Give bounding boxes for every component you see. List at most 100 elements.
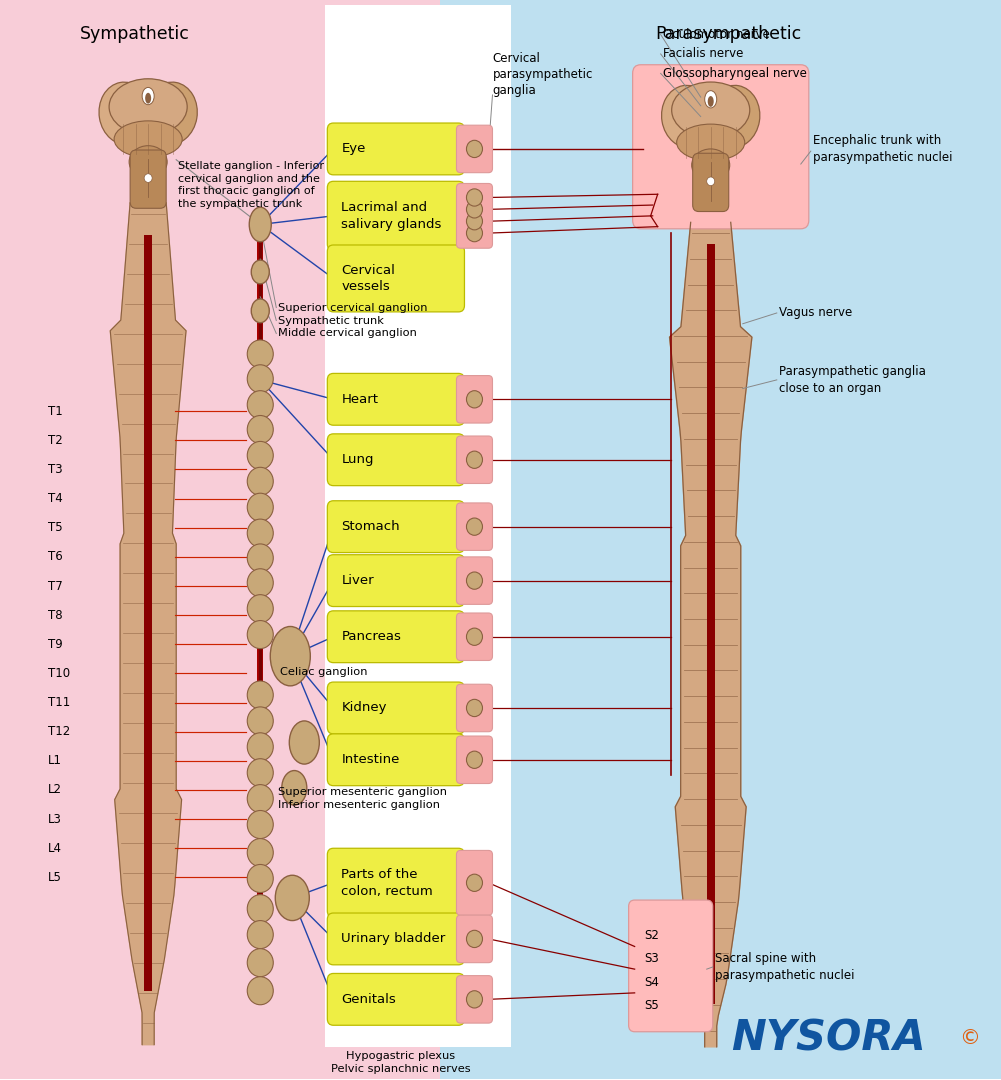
Text: Superior mesenteric ganglion: Superior mesenteric ganglion — [278, 787, 447, 797]
FancyBboxPatch shape — [327, 848, 464, 917]
Text: S3: S3 — [645, 951, 660, 964]
Circle shape — [247, 340, 273, 368]
Text: Sympathetic: Sympathetic — [80, 25, 190, 43]
Circle shape — [247, 948, 273, 976]
Circle shape — [247, 468, 273, 496]
Text: Cervical
parasympathetic
ganglia: Cervical parasympathetic ganglia — [492, 52, 593, 97]
Ellipse shape — [114, 121, 182, 158]
Text: NYSORA: NYSORA — [731, 1017, 925, 1059]
Text: Oculomotor nerve: Oculomotor nerve — [663, 28, 770, 41]
Circle shape — [247, 416, 273, 444]
Text: Intestine: Intestine — [341, 753, 399, 767]
Circle shape — [247, 365, 273, 393]
Ellipse shape — [662, 85, 714, 148]
FancyBboxPatch shape — [456, 184, 492, 248]
Text: T11: T11 — [48, 697, 70, 710]
Circle shape — [466, 518, 482, 536]
Circle shape — [247, 519, 273, 548]
Text: Celiac ganglion: Celiac ganglion — [280, 667, 367, 677]
Ellipse shape — [142, 87, 154, 105]
Text: Eye: Eye — [341, 143, 365, 156]
Bar — [144, 235, 152, 990]
Text: Lung: Lung — [341, 454, 373, 467]
Ellipse shape — [672, 82, 750, 138]
Circle shape — [466, 930, 482, 947]
Circle shape — [466, 572, 482, 590]
Text: Heart: Heart — [341, 393, 378, 406]
FancyBboxPatch shape — [327, 181, 464, 251]
Ellipse shape — [251, 260, 269, 284]
Circle shape — [247, 864, 273, 892]
Text: Cervical
vessels: Cervical vessels — [341, 264, 395, 293]
Circle shape — [247, 494, 273, 522]
Text: ©: © — [959, 1028, 980, 1049]
Ellipse shape — [275, 875, 309, 920]
Ellipse shape — [708, 96, 714, 107]
Ellipse shape — [708, 85, 760, 148]
Circle shape — [247, 976, 273, 1004]
Text: Urinary bladder: Urinary bladder — [341, 932, 445, 945]
Text: Stellate ganglion - Inferior
cervical ganglion and the
first thoracic ganglion o: Stellate ganglion - Inferior cervical ga… — [178, 161, 324, 210]
FancyBboxPatch shape — [327, 123, 464, 175]
Text: Vagus nerve: Vagus nerve — [779, 307, 852, 320]
Text: Lacrimal and
salivary glands: Lacrimal and salivary glands — [341, 201, 441, 231]
Circle shape — [247, 442, 273, 470]
Circle shape — [247, 595, 273, 623]
Text: L4: L4 — [48, 841, 62, 854]
Ellipse shape — [677, 124, 745, 161]
Bar — [325, 5, 511, 1047]
Ellipse shape — [99, 82, 151, 145]
Circle shape — [247, 758, 273, 786]
Circle shape — [466, 700, 482, 717]
Text: Parasympathetic ganglia
close to an organ: Parasympathetic ganglia close to an orga… — [779, 365, 926, 395]
FancyBboxPatch shape — [327, 501, 464, 553]
Text: Kidney: Kidney — [341, 702, 386, 715]
Polygon shape — [110, 203, 186, 1044]
Circle shape — [247, 920, 273, 948]
Text: L2: L2 — [48, 783, 62, 796]
Text: T9: T9 — [48, 638, 63, 651]
Bar — [257, 227, 263, 1001]
Circle shape — [247, 838, 273, 866]
FancyBboxPatch shape — [456, 737, 492, 783]
Circle shape — [466, 451, 482, 469]
Circle shape — [247, 733, 273, 760]
FancyBboxPatch shape — [456, 850, 492, 915]
Circle shape — [247, 681, 273, 710]
Text: Encephalic trunk with
parasympathetic nuclei: Encephalic trunk with parasympathetic nu… — [813, 134, 952, 164]
Text: Parasympathetic: Parasympathetic — [656, 25, 802, 43]
Ellipse shape — [251, 299, 269, 323]
Text: L1: L1 — [48, 754, 62, 768]
FancyBboxPatch shape — [693, 153, 729, 212]
Text: Genitals: Genitals — [341, 993, 396, 1005]
Ellipse shape — [282, 770, 306, 805]
Circle shape — [466, 874, 482, 891]
Circle shape — [247, 707, 273, 735]
Circle shape — [466, 213, 482, 230]
FancyBboxPatch shape — [456, 125, 492, 173]
Text: Pancreas: Pancreas — [341, 631, 401, 644]
Circle shape — [247, 810, 273, 838]
Bar — [0, 0, 440, 1079]
Text: Sympathetic trunk: Sympathetic trunk — [278, 315, 384, 325]
Polygon shape — [670, 222, 752, 1047]
Circle shape — [247, 569, 273, 597]
Circle shape — [144, 174, 152, 183]
Text: L5: L5 — [48, 870, 62, 883]
Bar — [707, 244, 715, 1003]
Circle shape — [466, 391, 482, 408]
FancyBboxPatch shape — [629, 900, 713, 1031]
FancyBboxPatch shape — [456, 975, 492, 1023]
Text: T3: T3 — [48, 463, 63, 476]
Circle shape — [247, 391, 273, 419]
FancyBboxPatch shape — [456, 503, 492, 551]
Text: T1: T1 — [48, 405, 63, 418]
FancyBboxPatch shape — [456, 613, 492, 661]
Ellipse shape — [270, 626, 310, 686]
Text: Middle cervical ganglion: Middle cervical ganglion — [278, 328, 417, 338]
Circle shape — [466, 751, 482, 768]
Circle shape — [466, 990, 482, 1008]
FancyBboxPatch shape — [327, 434, 464, 486]
Text: Parts of the
colon, rectum: Parts of the colon, rectum — [341, 868, 433, 897]
Ellipse shape — [145, 93, 151, 104]
